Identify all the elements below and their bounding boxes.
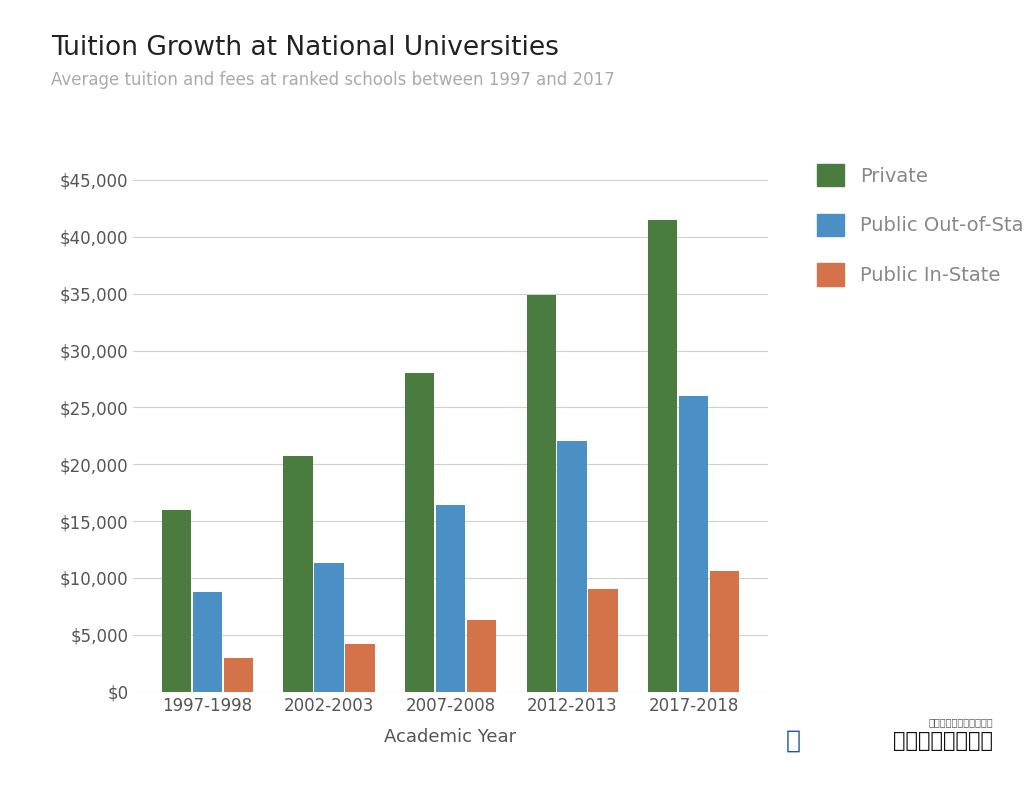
Bar — [314, 564, 344, 692]
Bar — [193, 592, 222, 692]
Bar — [467, 620, 496, 692]
Bar — [557, 442, 587, 692]
Text: Tuition Growth at National Universities: Tuition Growth at National Universities — [51, 35, 559, 61]
Text: 💧: 💧 — [786, 729, 801, 753]
Text: 美国人寿保险指南: 美国人寿保险指南 — [893, 731, 993, 751]
Bar — [648, 220, 677, 692]
Bar — [162, 510, 191, 692]
Bar — [526, 295, 556, 692]
Bar — [679, 396, 709, 692]
Legend: Private, Public Out-of-State, Public In-State: Private, Public Out-of-State, Public In-… — [809, 156, 1024, 294]
X-axis label: Academic Year: Academic Year — [384, 729, 517, 747]
Bar — [436, 505, 465, 692]
Bar — [345, 644, 375, 692]
Bar — [406, 373, 434, 692]
Bar — [710, 571, 739, 692]
Text: Average tuition and fees at ranked schools between 1997 and 2017: Average tuition and fees at ranked schoo… — [51, 71, 615, 89]
Bar — [224, 658, 253, 692]
Bar — [284, 457, 312, 692]
Text: 最专业的人寿保险和平台: 最专业的人寿保险和平台 — [929, 717, 993, 727]
Bar — [589, 590, 617, 692]
